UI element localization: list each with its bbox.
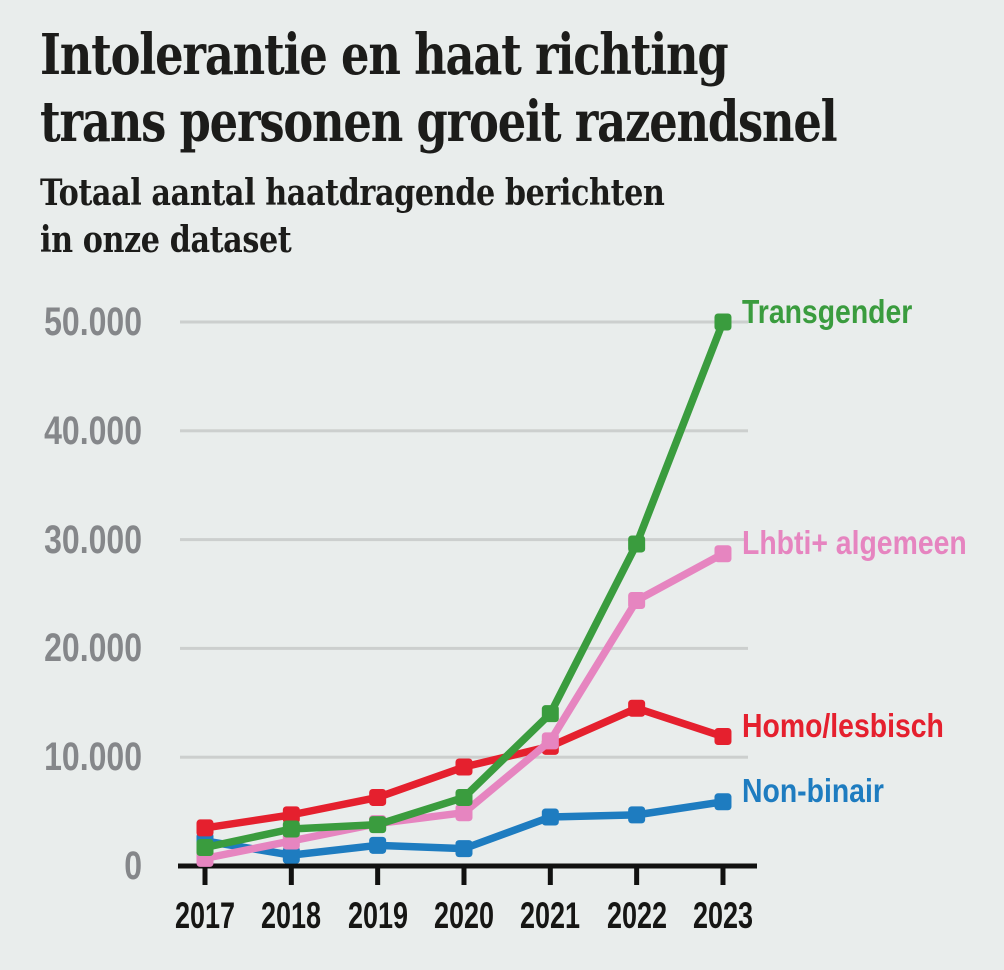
series-marker-lhbti-algemeen-2020 <box>455 804 473 822</box>
x-axis-tick-2022 <box>634 866 640 885</box>
series-marker-lhbti-algemeen-2023 <box>714 545 732 563</box>
series-marker-lhbti-algemeen-2021 <box>541 732 559 750</box>
series-marker-transgender-2020 <box>455 788 473 806</box>
x-axis-tick-2021 <box>547 866 553 885</box>
x-axis-tick-2020 <box>461 866 467 885</box>
gridline-40000 <box>180 429 748 433</box>
x-axis-tick-2023 <box>720 866 726 885</box>
series-marker-non-binair-2018 <box>282 846 300 864</box>
series-marker-transgender-2022 <box>628 535 646 553</box>
series-marker-non-binair-2020 <box>455 840 473 858</box>
x-axis-tick-2018 <box>288 866 294 885</box>
series-marker-transgender-2017 <box>196 839 214 857</box>
series-marker-homo-lesbisch-2019 <box>369 788 387 806</box>
chart-subtitle: Totaal aantal haatdragende berichten in … <box>40 170 783 264</box>
series-marker-transgender-2019 <box>369 816 387 834</box>
series-marker-transgender-2018 <box>282 820 300 838</box>
series-marker-homo-lesbisch-2020 <box>455 758 473 776</box>
chart-title: Intolerantie en haat richting trans pers… <box>40 22 1004 156</box>
series-marker-homo-lesbisch-2022 <box>628 699 646 717</box>
series-marker-transgender-2023 <box>714 313 732 331</box>
series-marker-non-binair-2021 <box>541 808 559 826</box>
series-marker-non-binair-2019 <box>369 836 387 854</box>
series-marker-non-binair-2023 <box>714 793 732 811</box>
gridline-50000 <box>180 320 748 324</box>
x-axis-line <box>178 863 757 869</box>
gridline-30000 <box>180 538 748 542</box>
chart-subtitle-line-1: Totaal aantal haatdragende berichten <box>40 172 665 214</box>
gridline-20000 <box>180 646 748 650</box>
series-marker-transgender-2021 <box>541 705 559 723</box>
x-axis-tick-2017 <box>202 866 208 885</box>
gridline-10000 <box>180 755 748 759</box>
chart-title-line-1: Intolerantie en haat richting <box>40 22 729 88</box>
chart-title-line-2: trans personen groeit razendsnel <box>40 89 838 155</box>
x-axis-tick-2019 <box>375 866 381 885</box>
series-marker-homo-lesbisch-2017 <box>196 819 214 837</box>
series-marker-homo-lesbisch-2018 <box>282 806 300 824</box>
series-marker-homo-lesbisch-2023 <box>714 728 732 746</box>
chart-subtitle-line-2: in onze dataset <box>40 219 292 261</box>
series-marker-non-binair-2022 <box>628 806 646 824</box>
series-marker-lhbti-algemeen-2022 <box>628 592 646 610</box>
